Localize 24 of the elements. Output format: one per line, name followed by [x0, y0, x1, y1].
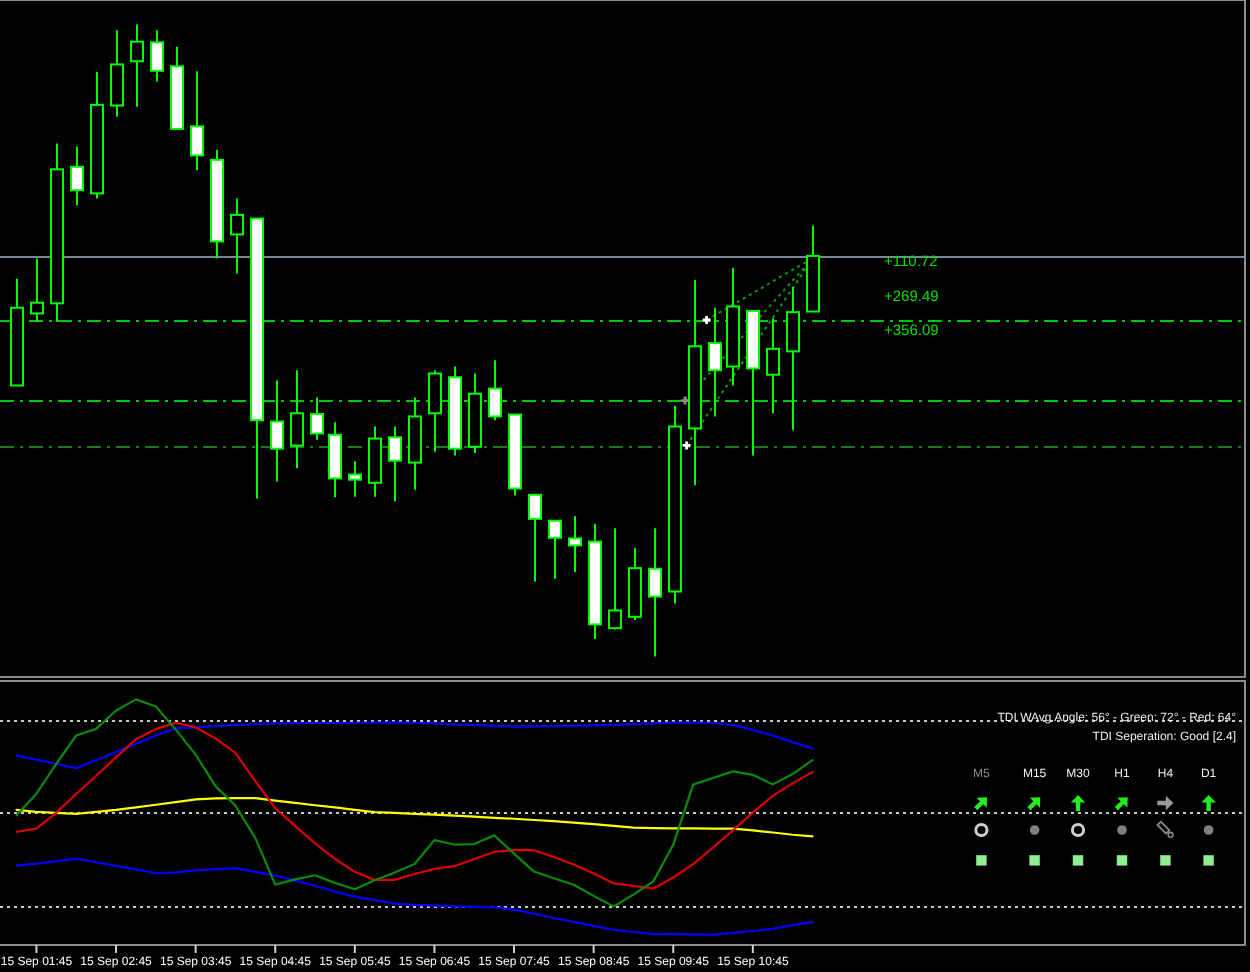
candlestick — [548, 519, 562, 580]
candlestick — [766, 317, 780, 415]
candlestick — [428, 369, 442, 453]
candlestick — [130, 23, 144, 108]
candlestick — [568, 515, 582, 573]
candlestick — [608, 527, 622, 631]
candlestick — [648, 527, 662, 658]
candlestick — [368, 425, 382, 498]
candlestick — [110, 29, 124, 118]
candlestick — [270, 379, 284, 483]
candlestick — [328, 421, 342, 499]
candlestick — [190, 70, 204, 171]
candlestick — [230, 197, 244, 275]
candlestick — [388, 425, 402, 503]
candlestick — [528, 493, 542, 583]
candlestick — [408, 396, 422, 491]
candlestick — [290, 369, 304, 470]
candlestick — [30, 257, 44, 323]
candlestick — [786, 285, 800, 432]
candlestick — [488, 359, 502, 422]
candlestick — [348, 460, 362, 498]
candlestick — [70, 145, 84, 207]
candlestick — [150, 29, 164, 83]
candlestick — [310, 396, 324, 441]
